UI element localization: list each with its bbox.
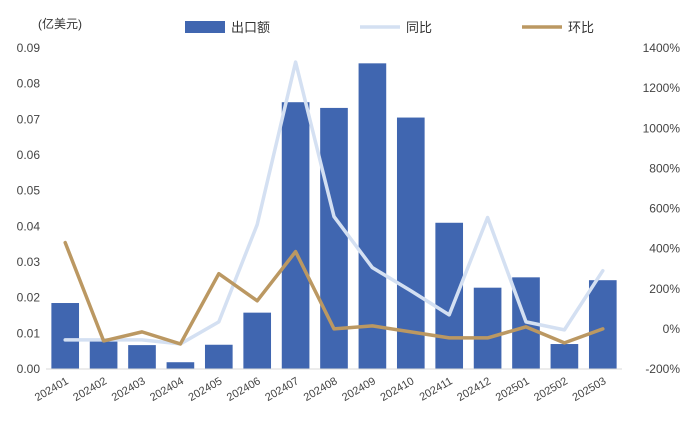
x-tick-label: 202408 [302, 375, 340, 404]
x-tick-label: 202404 [148, 375, 186, 404]
x-tick-label: 202405 [187, 375, 225, 404]
bar [473, 287, 502, 369]
legend-label: 环比 [568, 20, 594, 35]
bar [166, 362, 195, 369]
left-tick-label: 0.07 [17, 112, 41, 126]
x-tick-label: 202411 [418, 375, 455, 403]
right-tick-label: -200% [645, 362, 680, 376]
legend: 出口额 同比 环比 [185, 20, 594, 35]
legend-swatch [185, 21, 225, 33]
line-series [63, 60, 605, 346]
bar [435, 222, 464, 369]
right-tick-label: 0% [663, 322, 681, 336]
x-tick-label: 202502 [532, 375, 570, 404]
bar [550, 344, 579, 369]
x-tick-label: 202503 [571, 375, 609, 404]
right-tick-label: 400% [649, 242, 680, 256]
left-tick-label: 0.05 [17, 184, 41, 198]
right-tick-label: 800% [649, 161, 680, 175]
bar [89, 341, 118, 369]
legend-label: 出口额 [231, 20, 270, 35]
x-tick-label: 202401 [33, 375, 71, 404]
left-tick-label: 0.04 [17, 219, 41, 233]
x-tick-label: 202410 [379, 375, 417, 404]
left-tick-label: 0.01 [17, 326, 41, 340]
x-tick-label: 202409 [340, 375, 378, 404]
left-tick-label: 0.08 [17, 77, 41, 91]
bar [396, 117, 425, 369]
left-tick-label: 0.03 [17, 255, 41, 269]
x-tick-label: 202412 [455, 375, 493, 404]
bar [588, 280, 617, 369]
bar [281, 102, 310, 370]
right-tick-label: 1200% [643, 81, 681, 95]
x-tick-label: 202403 [110, 375, 148, 404]
right-tick-label: 600% [649, 202, 680, 216]
x-tick-label: 202402 [71, 375, 109, 404]
right-tick-label: 1000% [643, 121, 681, 135]
bar [358, 63, 387, 369]
left-tick-label: 0.09 [17, 41, 41, 55]
x-tick-label: 202501 [494, 375, 532, 404]
series-line-同比 [63, 60, 605, 346]
right-tick-label: 200% [649, 282, 680, 296]
x-tick-label: 202407 [263, 375, 301, 404]
x-tick-label: 202406 [225, 375, 263, 404]
left-tick-label: 0.06 [17, 148, 41, 162]
legend-label: 同比 [406, 20, 432, 35]
left-tick-label: 0.00 [17, 362, 41, 376]
series-line-环比 [63, 240, 605, 346]
left-tick-label: 0.02 [17, 291, 41, 305]
bar [243, 312, 272, 369]
right-tick-label: 1400% [643, 41, 681, 55]
bar [204, 344, 233, 369]
left-axis-unit-label: (亿美元) [38, 16, 82, 31]
bar [51, 303, 80, 369]
bar [128, 345, 156, 369]
